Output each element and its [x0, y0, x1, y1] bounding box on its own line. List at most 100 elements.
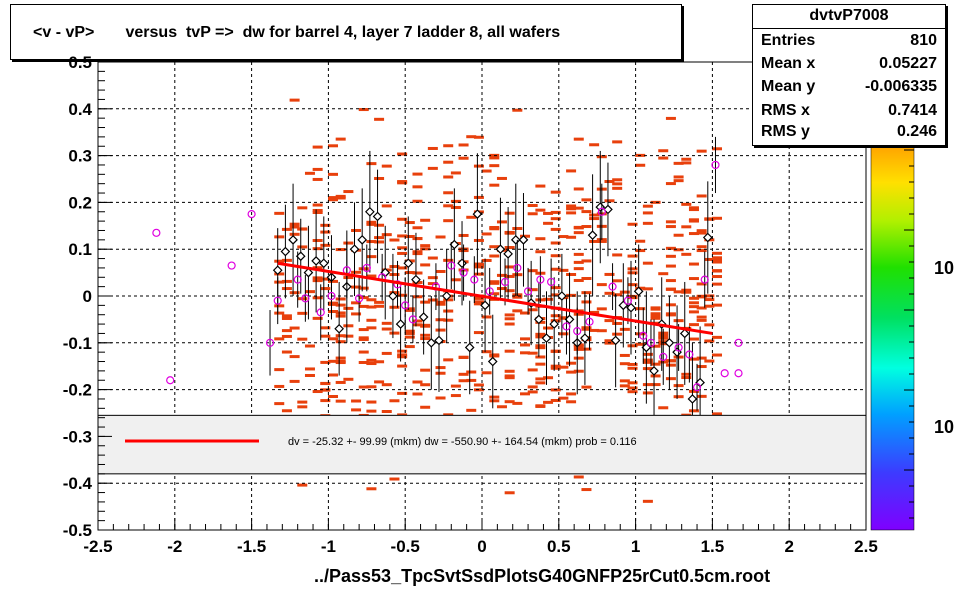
- stats-row-rms-x: RMS x 0.7414: [761, 102, 937, 124]
- histogram-cell: [312, 296, 323, 300]
- histogram-cell: [289, 326, 300, 330]
- histogram-cell: [320, 399, 331, 403]
- histogram-cell: [558, 396, 569, 400]
- histogram-cell: [696, 245, 707, 249]
- histogram-cell: [412, 319, 423, 323]
- histogram-cell: [412, 199, 423, 203]
- histogram-cell: [489, 183, 500, 187]
- data-point: [547, 277, 556, 287]
- histogram-cell: [450, 205, 461, 209]
- histogram-cell: [320, 334, 331, 338]
- histogram-cell: [281, 334, 292, 338]
- histogram-cell: [665, 264, 676, 268]
- histogram-cell: [374, 117, 385, 121]
- histogram-cell: [712, 216, 723, 220]
- histogram-cell: [604, 339, 615, 343]
- histogram-cell: [289, 222, 300, 226]
- histogram-cell: [351, 270, 362, 274]
- histogram-cell: [281, 409, 292, 413]
- histogram-cell: [381, 321, 392, 325]
- histogram-cell: [581, 327, 592, 331]
- histogram-cell: [374, 300, 385, 304]
- histogram-cell: [566, 211, 577, 215]
- histogram-cell: [566, 361, 577, 365]
- histogram-cell: [374, 176, 385, 180]
- histogram-cell: [712, 269, 723, 273]
- y-tick-label: -0.4: [63, 474, 93, 493]
- histogram-cell: [420, 247, 431, 251]
- data-point: [426, 337, 437, 348]
- histogram-cell: [658, 149, 669, 153]
- histogram-cell: [712, 258, 723, 262]
- stats-value: 810: [910, 32, 937, 49]
- data-point: [734, 369, 743, 378]
- legend-box: [97, 414, 867, 475]
- data-point: [166, 376, 175, 385]
- histogram-cell: [619, 353, 630, 357]
- data-point: [472, 209, 483, 219]
- histogram-cell: [589, 310, 600, 314]
- histogram-cell: [366, 222, 377, 226]
- histogram-cell: [589, 143, 600, 147]
- data-point: [687, 394, 698, 404]
- y-tick-label: 0.4: [68, 100, 92, 119]
- data-point: [401, 301, 410, 310]
- histogram-cell: [696, 249, 707, 253]
- histogram-cell: [704, 298, 715, 302]
- histogram-cell: [374, 223, 385, 227]
- histogram-cell: [481, 315, 492, 319]
- histogram-cell: [535, 250, 546, 254]
- histogram-cell: [458, 143, 469, 147]
- histogram-cell: [642, 211, 653, 215]
- histogram-cell: [512, 401, 523, 405]
- histogram-cell: [550, 319, 561, 323]
- histogram-cell: [642, 499, 653, 503]
- histogram-cell: [550, 210, 561, 214]
- histogram-cell: [489, 395, 500, 399]
- histogram-cell: [281, 258, 292, 262]
- histogram-cell: [712, 335, 723, 339]
- y-tick-label: 0.3: [68, 147, 92, 166]
- histogram-cell: [573, 260, 584, 264]
- histogram-cell: [274, 384, 285, 388]
- histogram-cell: [504, 369, 515, 373]
- data-point: [649, 366, 659, 376]
- histogram-cell: [420, 263, 431, 267]
- data-point: [549, 319, 560, 329]
- histogram-cell: [420, 333, 431, 337]
- histogram-cell: [450, 384, 461, 388]
- histogram-cell: [566, 169, 577, 173]
- histogram-cell: [535, 346, 546, 350]
- histogram-cell: [389, 273, 400, 277]
- histogram-cell: [404, 345, 415, 349]
- histogram-cell: [335, 297, 346, 301]
- histogram-cell: [704, 217, 715, 221]
- histogram-cell: [381, 409, 392, 413]
- histogram-cell: [489, 292, 500, 296]
- histogram-cell: [427, 256, 438, 260]
- stats-label: Mean y: [761, 78, 816, 95]
- histogram-cell: [712, 256, 723, 260]
- histogram-cell: [612, 178, 623, 182]
- histogram-cell: [650, 374, 661, 378]
- histogram-cell: [558, 316, 569, 320]
- data-point: [334, 323, 345, 334]
- histogram-cell: [404, 329, 415, 333]
- data-point: [470, 275, 479, 284]
- data-point: [272, 265, 283, 276]
- histogram-cell: [443, 318, 454, 322]
- x-axis-label: ../Pass53_TpcSvtSsdPlotsG40GNFP25rCut0.5…: [314, 566, 771, 586]
- histogram-cell: [665, 182, 676, 186]
- histogram-cell: [412, 271, 423, 275]
- histogram-cell: [397, 181, 408, 185]
- histogram-cell: [420, 368, 431, 372]
- histogram-cell: [312, 210, 323, 214]
- histogram-cell: [688, 357, 699, 361]
- histogram-cell: [389, 265, 400, 269]
- histogram-cell: [520, 392, 531, 396]
- histogram-cell: [366, 326, 377, 330]
- histogram-cell: [366, 220, 377, 224]
- histogram-cell: [473, 300, 484, 304]
- histogram-cell: [297, 483, 308, 487]
- histogram-cell: [335, 194, 346, 198]
